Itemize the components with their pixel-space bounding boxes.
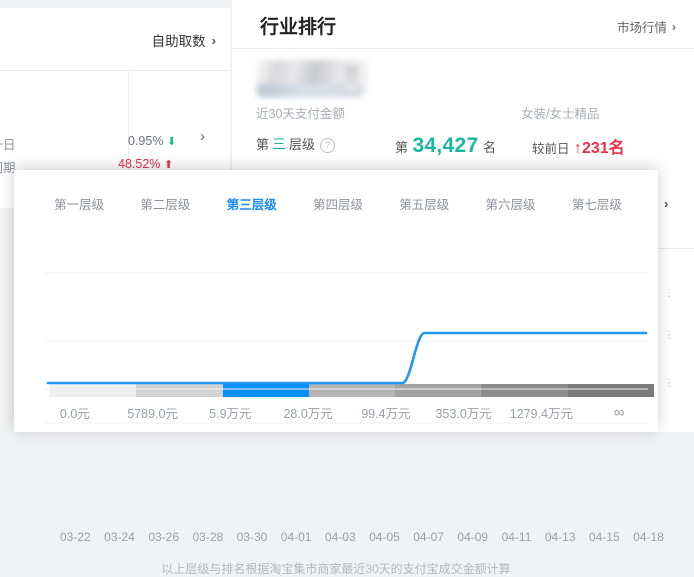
tier-tab-label: 第二层级: [140, 197, 191, 212]
header-divider: [232, 48, 694, 49]
tier-segment-6[interactable]: [481, 384, 568, 397]
divider: [0, 70, 230, 71]
x-tick-label: 04-05: [369, 530, 400, 544]
shop-name-blurred-underline: [258, 84, 362, 97]
x-tick-label: 03-28: [192, 530, 224, 544]
compare-prev-label: 较前日: [532, 142, 570, 156]
tier-gradient-bar: [50, 384, 654, 397]
paid-amount-label: 近30天支付金额: [256, 107, 345, 121]
tier-tab-7[interactable]: 第七层级: [554, 194, 640, 213]
auto-fetch-button[interactable]: 自助取数 ›: [152, 30, 216, 50]
tier-segment-4[interactable]: [308, 384, 396, 397]
chevron-right-icon: ›: [672, 19, 676, 34]
tier-tab-label: 第七层级: [571, 197, 622, 212]
x-tick-label: 04-09: [457, 530, 489, 544]
auto-fetch-label: 自助取数: [151, 34, 206, 49]
x-tick-label: 03-22: [60, 530, 91, 544]
tier-tab-5[interactable]: 第五层级: [381, 194, 467, 213]
tier-tab-6[interactable]: 第六层级: [467, 194, 553, 213]
tier-tab-label: 第四层级: [312, 197, 363, 212]
compare-day-text: 前一日: [0, 138, 16, 152]
x-tick-label: 03-30: [236, 530, 268, 544]
x-tick-label: 04-03: [324, 530, 356, 544]
tier-threshold-7: 1279.4万元: [509, 406, 573, 421]
tier-segment-1[interactable]: [50, 384, 137, 397]
series-line: [46, 331, 648, 385]
tier-value: 三: [272, 136, 287, 152]
tier-segment-3[interactable]: [222, 384, 309, 397]
compare-week-number: 48.52%: [118, 157, 161, 171]
tier-tab-2[interactable]: 第二层级: [122, 194, 208, 213]
card-header: 行业排行 市场行情 ›: [232, 0, 694, 48]
compare-prev-day-value: 0.95% ⬇: [128, 134, 176, 148]
market-trend-link[interactable]: 市场行情 ›: [617, 17, 676, 36]
compare-prev-stat: 较前日 ↑231名: [532, 134, 625, 158]
compare-week-label: 周同期: [0, 157, 16, 176]
chart-svg: [44, 272, 648, 424]
chart-x-axis: 03-22 03-24 03-26 03-28 03-30 04-01 04-03 04-05…: [60, 530, 664, 546]
tier-tab-3[interactable]: 第三层级: [209, 194, 295, 213]
tier-prefix: 第: [256, 137, 270, 152]
background-right-strip: [658, 170, 694, 432]
x-tick-label: 04-01: [280, 530, 312, 544]
tier-threshold-labels: 0.0元 5789.0元 5.9万元 28.0万元 99.4万元 353.0万元 1279.…: [36, 403, 658, 421]
tier-suffix: 层级: [289, 137, 316, 152]
compare-prev-value: 231名: [581, 140, 625, 157]
x-tick-label: 03-26: [148, 530, 180, 544]
arrow-down-icon: ⬇: [166, 136, 177, 148]
x-tick-label: 04-18: [633, 530, 664, 544]
tier-threshold-1: 0.0元: [59, 406, 90, 421]
rank-prefix: 第: [395, 140, 409, 155]
vertical-divider: [128, 70, 129, 208]
page-title: 行业排行: [260, 17, 337, 38]
chevron-right-icon: ›: [211, 32, 216, 48]
bg-tick-mark: ⋮: [664, 330, 674, 341]
x-tick-label: 03-24: [104, 530, 135, 544]
footnote: 以上层级与排名根据淘宝集市商家最近30天的支付宝成交金额计算: [161, 562, 511, 576]
tier-threshold-3: 5.9万元: [209, 406, 252, 421]
compare-week-text: 周同期: [0, 161, 16, 175]
tier-threshold-8: ∞: [613, 403, 625, 421]
left-card-detail-chevron-icon[interactable]: ›: [200, 128, 205, 145]
tier-history-chart: [44, 265, 656, 445]
rank-value: 34,427: [412, 134, 479, 157]
compare-day-number: 0.95%: [128, 134, 164, 148]
bg-tick-mark: ⋮: [664, 288, 674, 299]
market-trend-label: 市场行情: [616, 21, 667, 35]
x-tick-label: 04-13: [544, 530, 576, 544]
tier-threshold-2: 5789.0元: [127, 406, 178, 421]
tier-threshold-6: 353.0万元: [435, 406, 492, 421]
rank-suffix: 名: [482, 140, 496, 155]
tier-segment-7[interactable]: [567, 384, 654, 397]
compare-week-value: 48.52% ⬆: [118, 157, 173, 171]
help-icon[interactable]: ?: [320, 138, 336, 153]
shop-name-blurred-tail: [345, 66, 358, 92]
tier-tab-label: 第三层级: [226, 197, 277, 212]
x-tick-label: 04-11: [501, 530, 532, 544]
tier-segment-2[interactable]: [136, 384, 223, 397]
bg-tick-mark: ⋮: [664, 378, 674, 389]
tier-detail-overlay: 第一层级 第二层级 第三层级 第四层级 第五层级 第六层级 第七层级 0.0元 5789.0元…: [14, 170, 664, 576]
tier-tab-label: 第一层级: [54, 197, 105, 212]
tier-threshold-4: 28.0万元: [283, 406, 333, 421]
arrow-up-icon: ⬆: [163, 159, 174, 171]
x-tick-label: 04-15: [588, 530, 620, 544]
chevron-right-icon[interactable]: ›: [664, 196, 669, 211]
scrollbar[interactable]: [688, 0, 694, 432]
rank-stat: 第 34,427 名: [395, 134, 496, 158]
tier-tabs: 第一层级 第二层级 第三层级 第四层级 第五层级 第六层级 第七层级: [36, 192, 640, 214]
x-tick-label: 04-07: [413, 530, 444, 544]
category-label: 女装/女士精品: [521, 107, 600, 121]
tier-tab-4[interactable]: 第四层级: [295, 194, 381, 213]
tier-stat: 第三层级?: [256, 134, 336, 154]
tier-threshold-5: 99.4万元: [361, 406, 411, 421]
tier-tab-1[interactable]: 第一层级: [36, 194, 122, 213]
tier-segment-5[interactable]: [395, 384, 482, 397]
arrow-up-icon: ↑: [573, 140, 582, 157]
tier-tab-label: 第六层级: [485, 197, 536, 212]
compare-prev-day-label: 前一日: [0, 134, 16, 153]
divider: [658, 248, 694, 249]
tier-tab-label: 第五层级: [399, 197, 450, 212]
